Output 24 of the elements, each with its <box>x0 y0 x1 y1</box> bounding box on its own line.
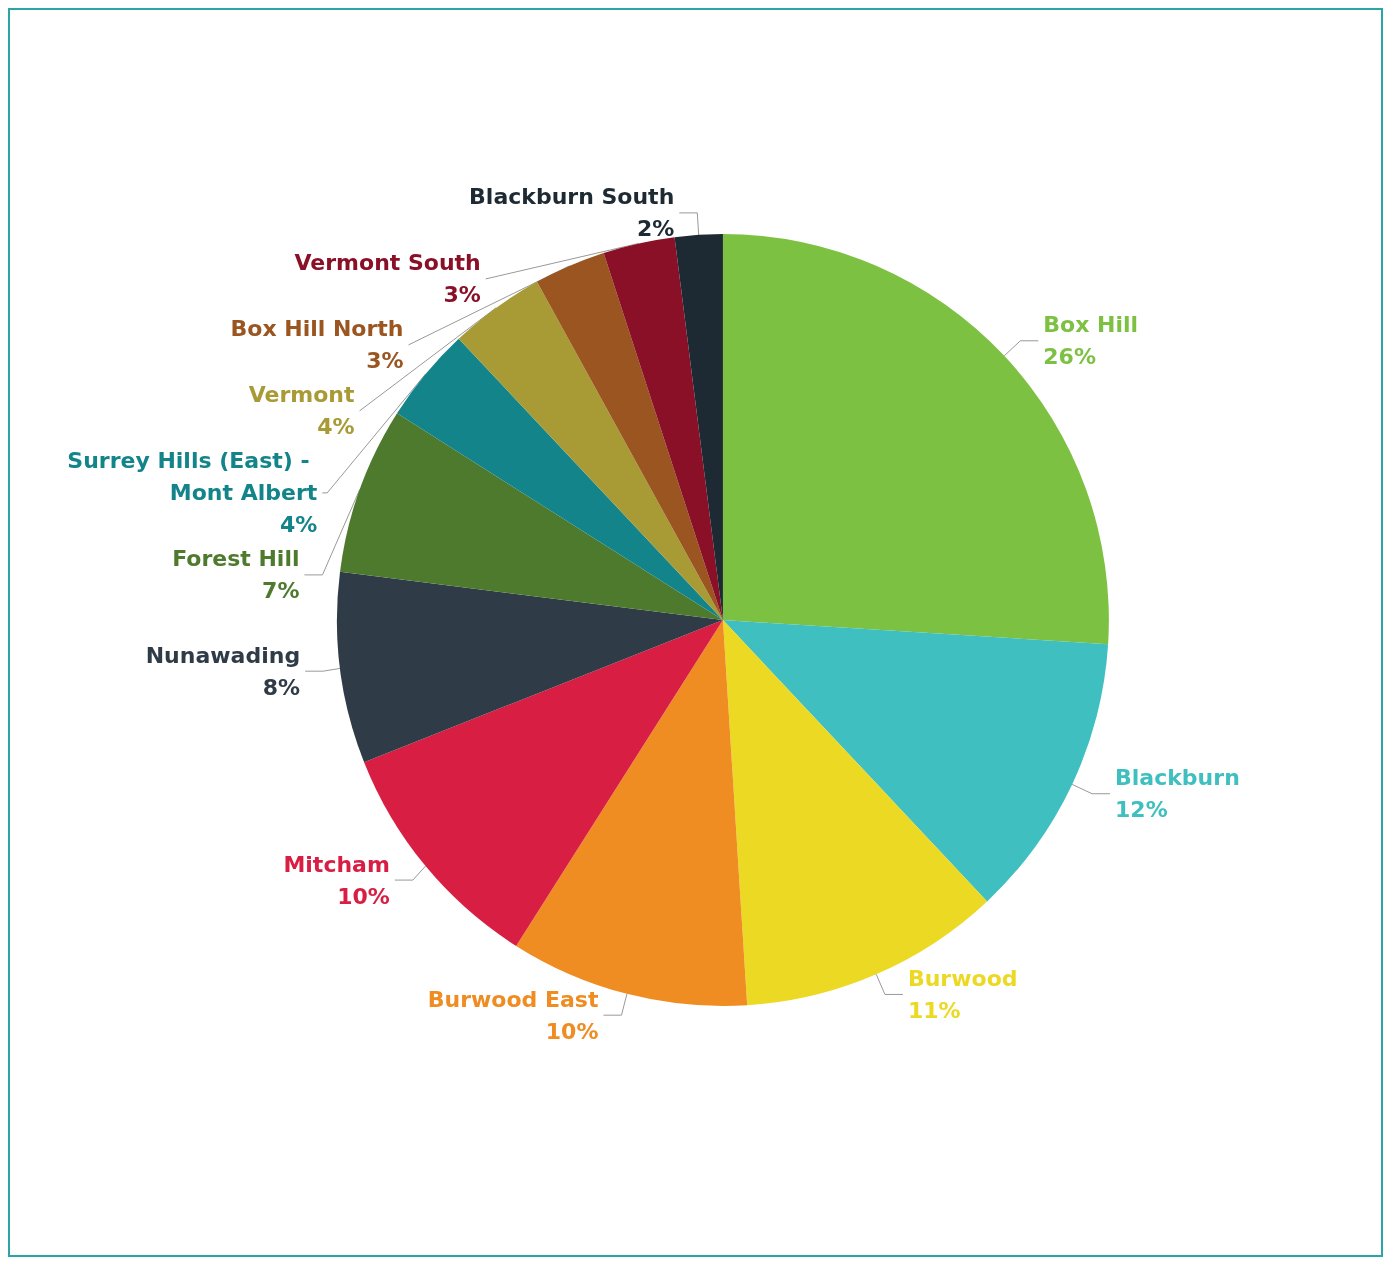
data-label: 10% <box>337 883 390 909</box>
data-label: 10% <box>545 1018 599 1044</box>
data-label: 3% <box>366 348 404 374</box>
data-label: 4% <box>317 414 355 440</box>
data-label: 26% <box>1043 344 1096 370</box>
data-label: 4% <box>279 512 318 538</box>
slice-label: Blackburn South <box>469 184 675 210</box>
slice-label: Box Hill <box>1043 312 1139 338</box>
slice-label: Forest Hill <box>172 546 300 572</box>
data-label: 12% <box>1115 797 1168 823</box>
data-label: 8% <box>262 674 301 700</box>
data-label: 11% <box>907 997 961 1023</box>
slice-label: Nunawading <box>145 642 301 668</box>
data-label: 2% <box>636 216 675 242</box>
slice-label: Burwood East <box>427 986 599 1012</box>
slice-label: Mitcham <box>283 851 390 877</box>
data-label: 3% <box>443 282 481 308</box>
slice-label: Blackburn <box>1115 765 1240 791</box>
slice-label: Burwood <box>907 965 1018 991</box>
slice-label: Box Hill North <box>230 316 404 342</box>
data-label: 7% <box>262 578 300 604</box>
slice-label: Surrey Hills (East) - Mont Albert <box>67 448 318 506</box>
slice-label: Vermont South <box>294 250 481 276</box>
slice-label: Vermont <box>248 382 356 408</box>
